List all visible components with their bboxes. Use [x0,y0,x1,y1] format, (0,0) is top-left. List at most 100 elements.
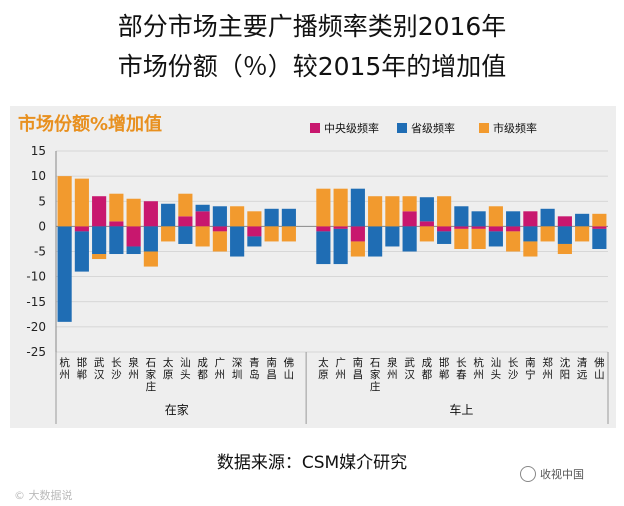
bar-municipal [143,251,158,267]
bar-provincial [350,188,365,227]
bar-provincial [575,213,590,227]
x-tick-label: 广州 [215,357,226,381]
chart-title-line2: 市场份额（％）较2015年的增加值 [117,52,507,81]
bar-municipal [281,226,296,242]
x-tick-label: 南昌 [266,356,277,381]
bar-municipal [74,178,89,227]
bar-central [506,226,521,232]
chart-panel: 市场份额%增加值 15 10 5 0 -5 -10 -15 -20 -25 杭州 邯郸 武汉 长沙 泉州 石家… [10,106,616,428]
bar-central [333,226,348,229]
bar-chart: 市场份额%增加值151050-5-10-15-20-25杭州邯郸武汉长沙泉州石家… [18,113,609,424]
x-tick-label: 汕头 [491,357,502,381]
bar-central [316,226,331,232]
bar-municipal [264,226,279,242]
bar-provincial [161,203,176,227]
bar-municipal [385,196,400,227]
x-tick-label: 佛山 [284,356,295,381]
bar-central [471,226,486,229]
x-tick-label: 郑州 [542,356,553,381]
bar-provincial [126,246,141,255]
y-tick-label: -15 [26,295,46,309]
wechat-account-icon [520,466,536,482]
bar-central [195,211,210,227]
chart-subtitle: 市场份额%增加值 [18,113,162,135]
bar-provincial [385,226,400,247]
bar-municipal [212,231,227,252]
bar-central [247,226,262,237]
x-tick-label: 石家庄 [370,357,381,393]
bar-municipal [506,231,521,252]
bar-central [557,216,572,227]
bar-provincial [178,226,193,244]
watermark-right: 收视中国 [540,468,584,481]
bar-provincial [264,208,279,227]
bar-central [109,221,124,227]
bar-municipal [523,241,538,257]
bar-central [402,211,417,227]
x-tick-label: 太原 [318,356,329,381]
legend-swatch [310,123,320,133]
bar-central [126,226,141,247]
x-tick-label: 沈阳 [560,356,571,381]
x-tick-label: 长春 [456,357,467,381]
bar-central [488,226,503,232]
x-tick-label: 杭州 [59,356,70,381]
x-tick-label: 武汉 [94,356,105,381]
y-tick-label: 15 [31,144,46,158]
bar-central [454,226,469,229]
x-tick-label: 成都 [422,357,433,381]
bar-provincial [212,206,227,227]
y-tick-label: 5 [38,194,46,208]
x-tick-label: 南昌 [353,356,364,381]
x-tick-label: 南宁 [525,356,536,381]
bar-provincial [488,231,503,247]
bar-provincial [368,226,383,257]
bar-municipal [178,193,193,217]
bar-municipal [230,206,245,227]
x-tick-label: 成都 [197,357,208,381]
y-tick-label: -10 [26,270,46,284]
bar-municipal [557,243,572,255]
bar-provincial [506,211,521,227]
bar-municipal [419,226,434,242]
x-tick-label: 清远 [577,356,588,381]
bar-provincial [247,236,262,247]
bar-provincial [402,226,417,252]
bar-municipal [488,206,503,227]
bar-central [178,216,193,227]
bar-municipal [195,226,210,247]
bar-municipal [161,226,176,242]
legend-swatch [397,123,407,133]
y-tick-label: -5 [34,245,46,259]
bar-provincial [74,231,89,272]
bar-provincial [437,231,452,244]
x-tick-label: 长沙 [508,357,519,381]
data-source: 数据来源：CSM媒介研究 [216,453,408,473]
legend-label: 中央级频率 [324,121,379,135]
x-tick-label: 石家庄 [146,357,157,393]
bar-municipal [92,254,107,260]
x-tick-label: 武汉 [404,356,415,381]
bar-provincial [109,226,124,255]
bar-central [350,226,365,242]
bar-municipal [368,196,383,227]
bar-provincial [454,206,469,227]
bar-central [523,211,538,227]
bar-municipal [316,188,331,227]
bar-municipal [57,176,72,227]
bar-municipal [437,196,452,227]
bar-central [592,226,607,229]
x-tick-label: 邯郸 [439,356,450,381]
bar-municipal [471,228,486,249]
bar-provincial [419,197,434,222]
x-tick-label: 深圳 [232,357,243,381]
bar-provincial [333,228,348,265]
bar-provincial [57,226,72,322]
bar-provincial [281,208,296,227]
group-label-car: 车上 [449,402,473,417]
x-tick-label: 广州 [335,357,346,381]
bar-provincial [471,211,486,227]
bar-central [212,226,227,232]
bar-municipal [109,193,124,222]
y-tick-label: -20 [26,320,46,334]
